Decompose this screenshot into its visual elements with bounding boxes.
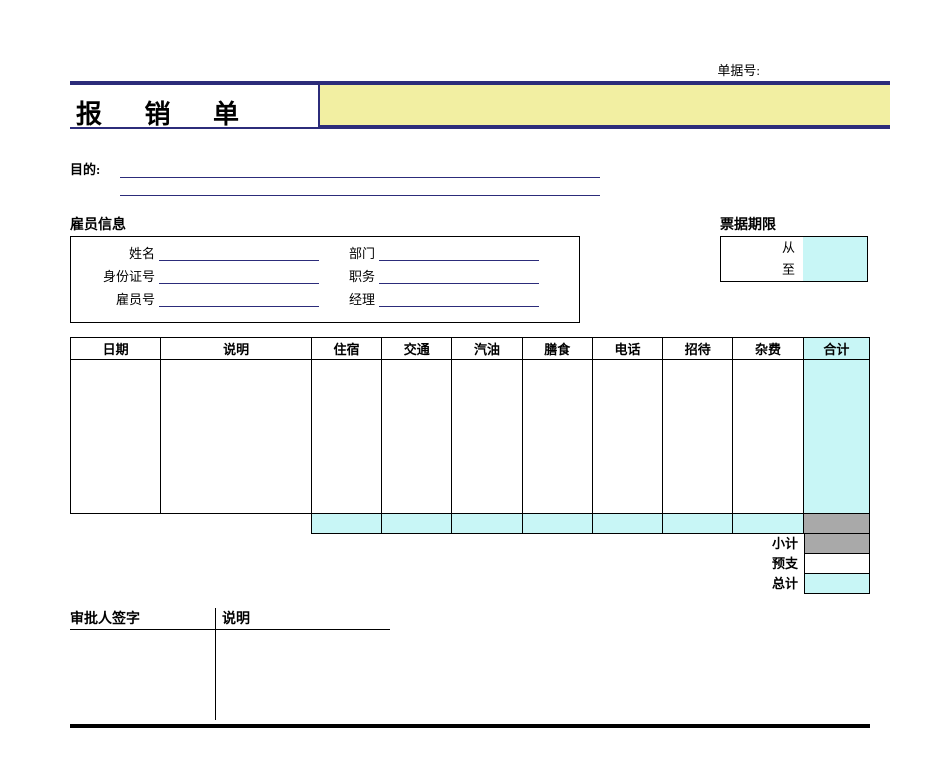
emp-no-label: 雇员号 xyxy=(81,289,159,308)
period-from-input[interactable] xyxy=(803,237,867,259)
total-value xyxy=(804,574,870,594)
emp-name-input[interactable] xyxy=(159,243,319,261)
col-entertain: 招待 xyxy=(663,338,733,360)
table-sum-row xyxy=(71,514,870,534)
emp-position-input[interactable] xyxy=(379,266,539,284)
approver-label: 审批人签字 xyxy=(70,608,215,630)
summary-block: 小计 预支 总计 xyxy=(70,534,870,594)
table-row[interactable] xyxy=(71,360,870,514)
emp-manager-input[interactable] xyxy=(379,289,539,307)
col-meals: 膳食 xyxy=(522,338,592,360)
page-title: 报 销 单 xyxy=(70,85,320,127)
col-date: 日期 xyxy=(71,338,161,360)
title-bar-accent xyxy=(320,85,890,127)
signature-header: 审批人签字 说明 xyxy=(70,608,390,630)
purpose-input-line1[interactable] xyxy=(120,160,600,178)
doc-number-label: 单据号: xyxy=(717,63,760,78)
col-lodging: 住宿 xyxy=(311,338,381,360)
advance-label: 预支 xyxy=(70,554,804,574)
expense-table: 日期 说明 住宿 交通 汽油 膳食 电话 招待 杂费 合计 xyxy=(70,337,870,534)
col-fuel: 汽油 xyxy=(452,338,522,360)
subtotal-label: 小计 xyxy=(70,534,804,554)
col-phone: 电话 xyxy=(592,338,662,360)
col-misc: 杂费 xyxy=(733,338,803,360)
emp-id-input[interactable] xyxy=(159,266,319,284)
period-to-label: 至 xyxy=(721,259,803,281)
emp-name-label: 姓名 xyxy=(81,243,159,262)
purpose-label: 目的: xyxy=(70,159,120,178)
col-transit: 交通 xyxy=(382,338,452,360)
employee-section-title: 雇员信息 xyxy=(70,214,580,237)
period-section-title: 票据期限 xyxy=(720,214,868,237)
emp-dept-label: 部门 xyxy=(319,243,379,262)
emp-position-label: 职务 xyxy=(319,266,379,285)
table-header-row: 日期 说明 住宿 交通 汽油 膳食 电话 招待 杂费 合计 xyxy=(71,338,870,360)
signature-body xyxy=(70,630,390,720)
emp-manager-label: 经理 xyxy=(319,289,379,308)
purpose-input-line2[interactable] xyxy=(120,182,600,196)
advance-value[interactable] xyxy=(804,554,870,574)
doc-number: 单据号: xyxy=(70,60,890,79)
employee-box: 姓名 部门 身份证号 职务 雇员号 经理 xyxy=(70,237,580,323)
purpose-row: 目的: xyxy=(70,159,890,178)
period-from-label: 从 xyxy=(721,237,803,259)
period-to-input[interactable] xyxy=(803,259,867,281)
emp-dept-input[interactable] xyxy=(379,243,539,261)
signature-note-area[interactable] xyxy=(215,630,390,720)
col-total: 合计 xyxy=(803,338,869,360)
title-bar: 报 销 单 xyxy=(70,81,890,129)
subtotal-value xyxy=(804,534,870,554)
col-desc: 说明 xyxy=(161,338,312,360)
emp-no-input[interactable] xyxy=(159,289,319,307)
period-box: 从 至 xyxy=(720,237,868,282)
footer-bar xyxy=(70,724,870,728)
total-label: 总计 xyxy=(70,574,804,594)
approver-sign-area[interactable] xyxy=(70,630,215,720)
emp-id-label: 身份证号 xyxy=(81,266,159,285)
signature-note-label: 说明 xyxy=(215,608,390,630)
